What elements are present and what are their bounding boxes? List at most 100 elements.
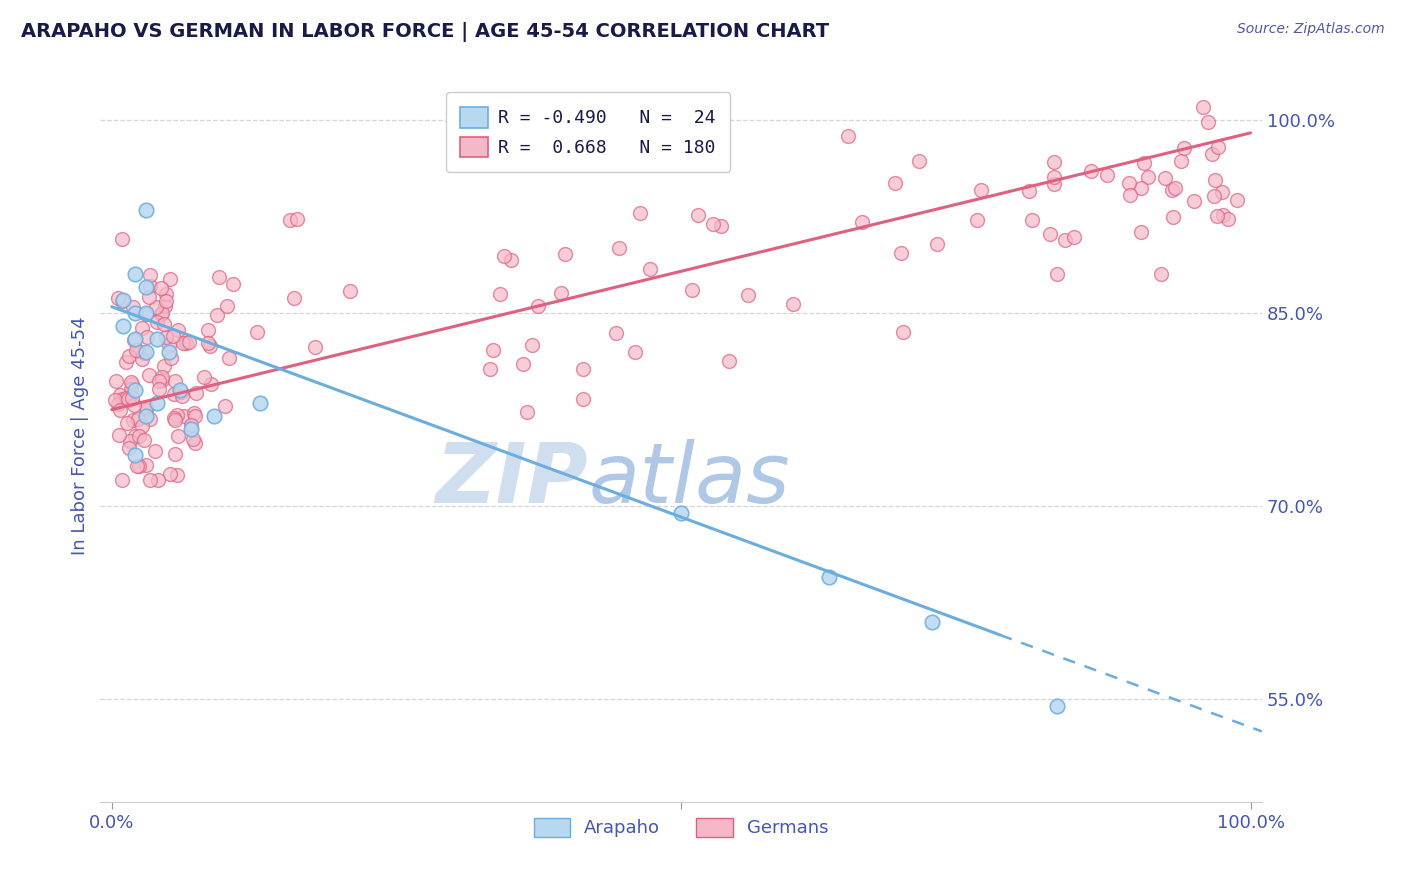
Point — [177, 335, 200, 350]
Point — [148, 382, 170, 396]
Point — [1192, 100, 1215, 114]
Point — [122, 333, 145, 347]
Point — [249, 396, 271, 410]
Point — [104, 374, 127, 388]
Point — [1095, 168, 1118, 182]
Point — [165, 412, 187, 426]
Point — [1204, 173, 1226, 187]
Point — [160, 351, 183, 365]
Point — [710, 219, 733, 234]
Point — [554, 247, 576, 261]
Point — [1173, 141, 1195, 155]
Point — [115, 416, 138, 430]
Point — [174, 335, 197, 350]
Point — [155, 294, 177, 309]
Point — [501, 252, 523, 267]
Point — [108, 403, 131, 417]
Point — [1129, 225, 1152, 239]
Point — [120, 375, 142, 389]
Point — [135, 458, 157, 473]
Point — [1197, 115, 1219, 129]
Point — [110, 474, 132, 488]
Point — [607, 241, 630, 255]
Point — [125, 343, 148, 357]
Point — [1205, 209, 1227, 223]
Point — [202, 409, 225, 423]
Point — [1164, 180, 1187, 194]
Point — [146, 332, 169, 346]
Point — [145, 300, 167, 314]
Point — [125, 459, 148, 474]
Point — [163, 410, 186, 425]
Point — [115, 391, 138, 405]
Point — [135, 344, 157, 359]
Point — [851, 215, 873, 229]
Point — [246, 325, 269, 339]
Point — [193, 369, 215, 384]
Point — [1182, 194, 1205, 208]
Point — [1042, 170, 1064, 185]
Point — [571, 392, 593, 406]
Point — [127, 344, 149, 359]
Point — [1118, 176, 1140, 190]
Point — [135, 306, 157, 320]
Point — [1202, 189, 1225, 203]
Point — [107, 291, 129, 305]
Point — [146, 396, 169, 410]
Point — [136, 330, 159, 344]
Point — [208, 270, 231, 285]
Point — [782, 297, 804, 311]
Point — [122, 413, 145, 427]
Point — [112, 293, 135, 308]
Point — [1161, 210, 1184, 224]
Point — [107, 397, 129, 411]
Point — [197, 323, 219, 337]
Point — [150, 306, 173, 320]
Point — [111, 392, 134, 406]
Text: Source: ZipAtlas.com: Source: ZipAtlas.com — [1237, 22, 1385, 37]
Point — [623, 344, 645, 359]
Point — [146, 474, 169, 488]
Text: ARAPAHO VS GERMAN IN LABOR FORCE | AGE 45-54 CORRELATION CHART: ARAPAHO VS GERMAN IN LABOR FORCE | AGE 4… — [21, 22, 830, 42]
Point — [1160, 182, 1182, 196]
Point — [132, 345, 155, 359]
Point — [159, 467, 181, 482]
Point — [550, 286, 572, 301]
Point — [1129, 181, 1152, 195]
Point — [218, 351, 240, 366]
Point — [150, 280, 173, 294]
Point — [283, 291, 305, 305]
Point — [122, 398, 145, 412]
Point — [121, 376, 143, 391]
Point — [139, 279, 162, 293]
Point — [1226, 193, 1249, 207]
Point — [1043, 178, 1066, 192]
Point — [135, 409, 157, 423]
Point — [163, 374, 186, 388]
Point — [112, 318, 135, 333]
Point — [157, 337, 180, 351]
Point — [104, 392, 127, 407]
Point — [173, 409, 195, 424]
Point — [139, 412, 162, 426]
Point — [131, 320, 153, 334]
Point — [155, 330, 177, 344]
Point — [702, 217, 724, 231]
Point — [966, 213, 988, 227]
Point — [132, 434, 155, 448]
Point — [124, 448, 146, 462]
Point — [1154, 170, 1177, 185]
Point — [1080, 164, 1102, 178]
Point — [153, 317, 176, 331]
Point — [165, 447, 187, 461]
Point — [681, 283, 703, 297]
Point — [605, 326, 627, 340]
Point — [121, 382, 143, 396]
Point — [117, 392, 139, 407]
Point — [172, 335, 194, 350]
Point — [1133, 155, 1156, 169]
Point — [184, 436, 207, 450]
Point — [135, 280, 157, 294]
Point — [159, 271, 181, 285]
Point — [127, 412, 149, 426]
